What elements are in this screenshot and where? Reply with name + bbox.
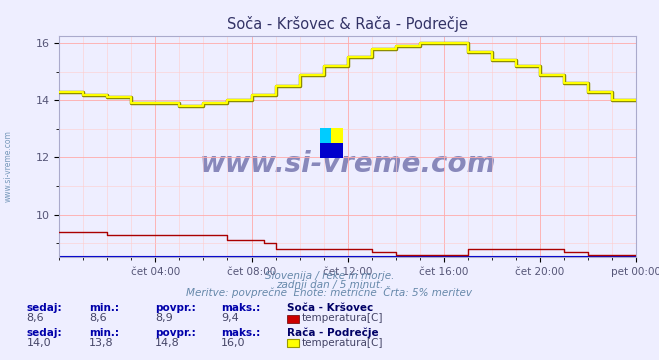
Text: 8,6: 8,6 [89,313,107,323]
Text: povpr.:: povpr.: [155,303,196,314]
Text: Rača - Podrečje: Rača - Podrečje [287,327,378,338]
Text: zadnji dan / 5 minut.: zadnji dan / 5 minut. [276,280,383,290]
Text: Slovenija / reke in morje.: Slovenija / reke in morje. [265,271,394,281]
Text: 9,4: 9,4 [221,313,239,323]
Text: Soča - Kršovec: Soča - Kršovec [287,303,373,314]
Text: 8,9: 8,9 [155,313,173,323]
Text: povpr.:: povpr.: [155,328,196,338]
Text: min.:: min.: [89,328,119,338]
Text: Meritve: povprečne  Enote: metrične  Črta: 5% meritev: Meritve: povprečne Enote: metrične Črta:… [186,286,473,298]
Text: temperatura[C]: temperatura[C] [302,338,384,348]
Text: sedaj:: sedaj: [26,328,62,338]
Text: maks.:: maks.: [221,328,260,338]
Text: 14,8: 14,8 [155,338,180,348]
Text: www.si-vreme.com: www.si-vreme.com [3,130,13,202]
Text: 16,0: 16,0 [221,338,245,348]
Text: 8,6: 8,6 [26,313,44,323]
Title: Soča - Kršovec & Rača - Podrečje: Soča - Kršovec & Rača - Podrečje [227,16,468,32]
Text: 13,8: 13,8 [89,338,113,348]
Text: maks.:: maks.: [221,303,260,314]
Text: www.si-vreme.com: www.si-vreme.com [200,150,496,179]
Text: min.:: min.: [89,303,119,314]
Text: 14,0: 14,0 [26,338,51,348]
Text: sedaj:: sedaj: [26,303,62,314]
Text: temperatura[C]: temperatura[C] [302,313,384,323]
